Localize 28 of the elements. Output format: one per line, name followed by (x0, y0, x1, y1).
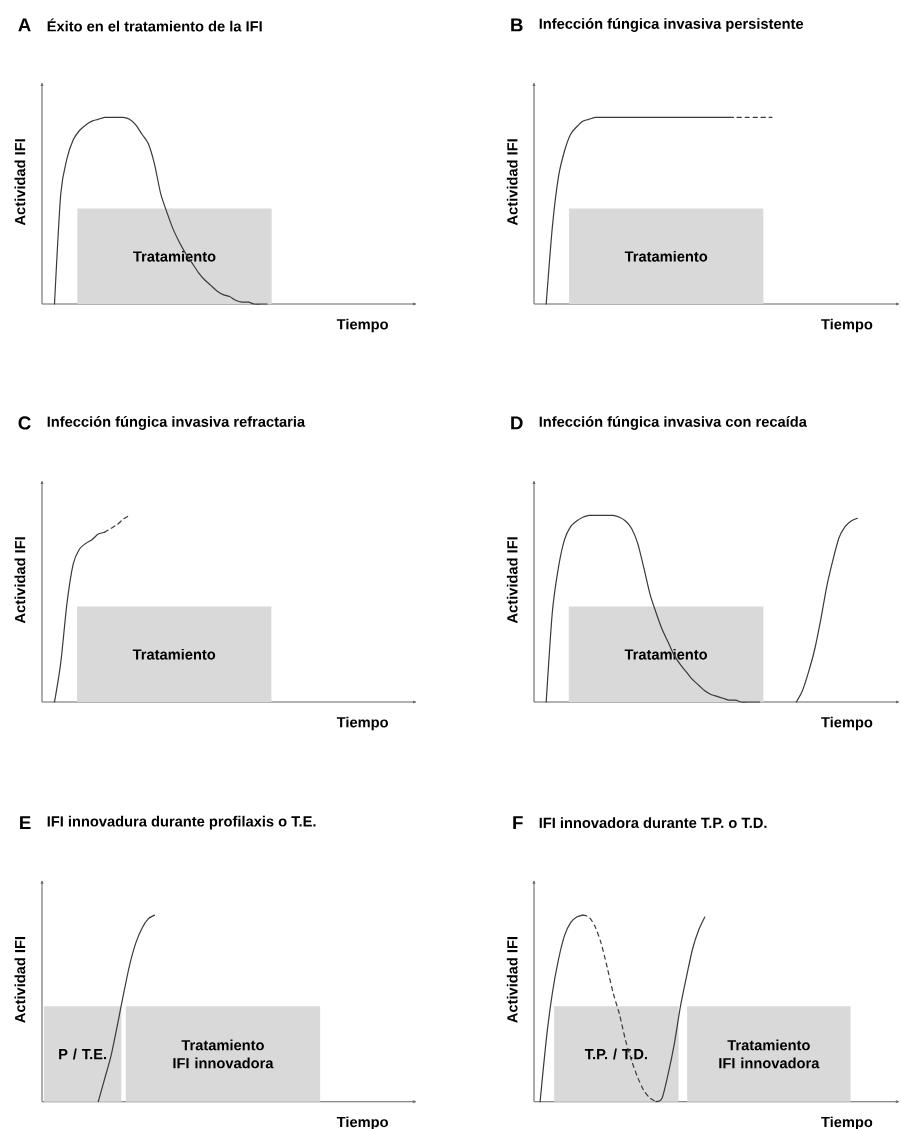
annotation: T.P. / T.D. (584, 1048, 647, 1060)
annotation: Tratamiento (624, 250, 708, 262)
annotation: Tratamiento IFI innovadora (173, 1039, 274, 1069)
y-axis-title: Actividad IFI (14, 537, 26, 624)
x-axis-title: Tiempo (336, 318, 388, 333)
chart-title: Infección fúngica invasiva refractaria (47, 416, 306, 430)
annotation: P / T.E. (59, 1048, 107, 1060)
y-axis-title: Actividad IFI (506, 537, 518, 624)
text: E (20, 816, 31, 830)
annotation: Tratamiento IFI innovadora (719, 1039, 820, 1069)
chart-title: Infección fúngica invasiva persistente (539, 18, 804, 32)
text: F (513, 816, 523, 830)
y-axis-title: Actividad IFI (506, 139, 518, 226)
text: D (511, 416, 523, 430)
chart-title: Éxito en el tratamiento de la IFI (47, 18, 262, 32)
y-axis-title: Actividad IFI (14, 139, 26, 226)
text: B (511, 18, 523, 32)
x-axis-title: Tiempo (336, 716, 388, 731)
y-axis-title: Actividad IFI (506, 936, 518, 1023)
chart-title: IFI innovadora durante T.P. o T.D. (539, 817, 767, 829)
x-axis-title: Tiempo (821, 318, 873, 333)
text: A (18, 18, 31, 32)
x-axis-title: Tiempo (821, 716, 873, 731)
chart-title: IFI innovadura durante profilaxis o T.E. (47, 815, 316, 830)
text: C (18, 416, 31, 430)
y-axis-title: Actividad IFI (14, 936, 26, 1023)
chart-title: Infección fúngica invasiva con recaída (539, 416, 807, 430)
annotation: Tratamiento (132, 648, 216, 660)
